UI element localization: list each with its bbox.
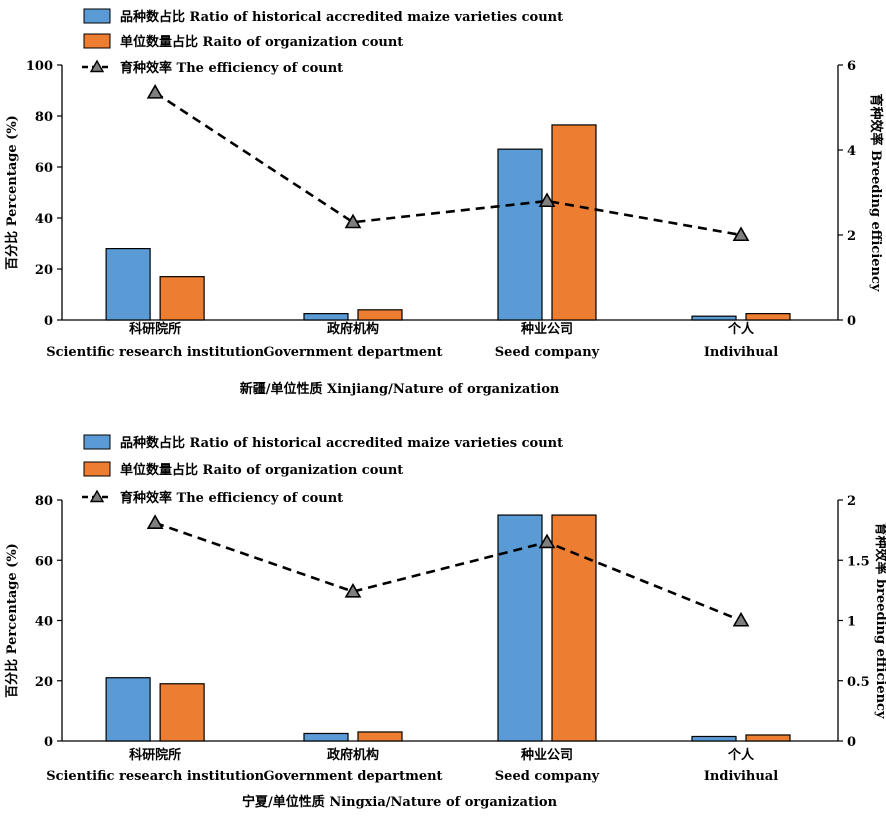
x-axis-title: 新疆/单位性质 Xinjiang/Nature of organization	[240, 381, 560, 397]
category-label-zh: 政府机构	[327, 747, 379, 763]
y-tick-label: 80	[35, 494, 53, 509]
chart-2: 0 20 40 60 80 0 0.5 1 1.5 2 科研院所 Scientific researc…	[4, 434, 886, 810]
bar-s1-2	[551, 514, 597, 742]
y2-tick-label: 1.5	[847, 554, 870, 569]
legend-label-2: 育种效率 The efficiency of count	[120, 60, 343, 76]
y2-tick-label: 2	[847, 494, 856, 509]
bar-s1-0	[159, 276, 205, 321]
efficiency-point-0	[146, 514, 164, 529]
y-tick-label: 40	[35, 615, 53, 630]
bar-s0-0	[105, 677, 151, 742]
y-tick-label: 20	[35, 675, 53, 690]
y2-tick-label: 4	[847, 144, 856, 159]
category-label-en: Scientific research institution	[46, 769, 264, 784]
category-label-en: Seed company	[495, 769, 600, 784]
legend-label-0: 品种数占比 Ratio of historical accredited mai…	[120, 9, 563, 25]
y-tick-label: 20	[35, 263, 53, 278]
bar-s0-1	[303, 732, 349, 742]
y2-tick-label: 6	[847, 59, 856, 74]
category-label-en: Scientific research institution	[46, 345, 264, 360]
y2-axis-title: 育种效率 Breeding efficiency	[868, 94, 884, 292]
y-tick-label: 100	[26, 59, 53, 74]
bar-s0-1	[303, 313, 349, 321]
bar-s1-0	[159, 683, 205, 742]
chart-1: 0 20 40 60 80 100 0 2 4 6 科研院所 Scientific research …	[4, 8, 884, 397]
efficiency-point-3	[732, 611, 750, 627]
y2-tick-label: 0	[847, 314, 856, 329]
bar-s1-1	[357, 309, 403, 321]
efficiency-point-2	[538, 533, 556, 549]
y-tick-label: 60	[35, 161, 53, 176]
category-label-en: Seed company	[495, 345, 600, 360]
legend-label-1: 单位数量占比 Raito of organization count	[120, 34, 403, 50]
y-tick-label: 60	[35, 554, 53, 569]
bar-s1-2	[551, 124, 597, 321]
efficiency-point-0	[146, 84, 164, 99]
category-label-en: Indivihual	[704, 345, 778, 360]
category-label-en: Indivihual	[704, 769, 778, 784]
legend-swatch-0	[83, 8, 111, 24]
efficiency-point-1	[344, 213, 362, 229]
efficiency-line	[154, 521, 742, 622]
y-axis-title: 百分比 Percentage (%)	[4, 115, 20, 270]
efficiency-point-3	[732, 226, 750, 242]
category-label-zh: 科研院所	[129, 747, 181, 763]
legend-label-1: 单位数量占比 Raito of organization count	[120, 462, 403, 478]
bar-s0-3	[691, 315, 737, 321]
category-label-zh: 个人	[727, 321, 755, 337]
y-axis-title: 百分比 Percentage (%)	[4, 543, 20, 698]
legend-marker	[89, 489, 105, 503]
category-label-en: Government department	[263, 769, 442, 784]
efficiency-line	[154, 91, 742, 237]
y2-tick-label: 1	[847, 615, 856, 630]
legend-swatch-1	[83, 461, 111, 477]
y2-tick-label: 2	[847, 229, 856, 244]
category-label-zh: 科研院所	[129, 321, 181, 337]
y-tick-label: 80	[35, 110, 53, 125]
legend-label-0: 品种数占比 Ratio of historical accredited mai…	[120, 435, 563, 451]
y2-axis-title: 育种效率 breeding efficiency	[873, 522, 886, 718]
legend-marker	[89, 59, 105, 73]
y2-tick-label: 0	[847, 735, 856, 750]
efficiency-point-2	[538, 192, 556, 208]
bar-s1-3	[745, 313, 791, 321]
efficiency-point-1	[344, 582, 362, 598]
legend-label-2: 育种效率 The efficiency of count	[120, 490, 343, 506]
x-axis-title: 宁夏/单位性质 Ningxia/Nature of organization	[242, 794, 558, 810]
legend-swatch-0	[83, 434, 111, 450]
bar-s1-3	[745, 734, 791, 742]
category-label-zh: 个人	[727, 747, 755, 763]
category-label-en: Government department	[263, 345, 442, 360]
y-tick-label: 40	[35, 212, 53, 227]
y2-tick-label: 0.5	[847, 675, 870, 690]
y-tick-label: 0	[44, 735, 53, 750]
legend: 品种数占比 Ratio of historical accredited mai…	[82, 434, 563, 506]
bar-s0-2	[497, 148, 543, 321]
legend-swatch-1	[83, 33, 111, 49]
legend: 品种数占比 Ratio of historical accredited mai…	[82, 8, 563, 76]
bar-s0-2	[497, 514, 543, 742]
category-label-zh: 政府机构	[327, 321, 379, 337]
y-tick-label: 0	[44, 314, 53, 329]
bar-s1-1	[357, 731, 403, 742]
category-label-zh: 种业公司	[520, 747, 573, 763]
category-label-zh: 种业公司	[520, 321, 573, 337]
bar-s0-3	[691, 735, 737, 742]
bar-s0-0	[105, 248, 151, 321]
